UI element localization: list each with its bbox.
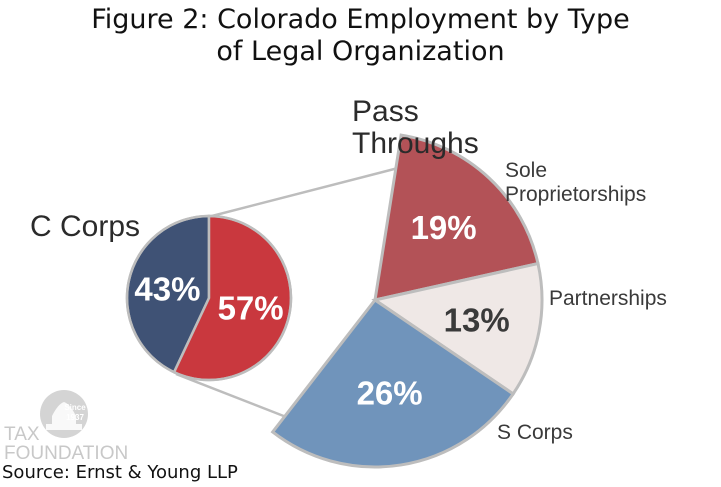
pass-throughs-value-label-2: 13%: [444, 301, 510, 338]
logo-since: Since: [64, 403, 86, 412]
pass-throughs-title: Pass Throughs: [352, 95, 479, 160]
connector-line-top: [207, 165, 403, 219]
logo-tax: TAX: [4, 424, 40, 445]
c-corps-outline: [125, 214, 293, 382]
pie-labels: Pass Throughs Sole Proprietorships Partnersh…: [352, 95, 667, 444]
c-corps-value-label-2: 57%: [218, 289, 284, 326]
c-corps-pie: 43% 57% C Corps: [30, 210, 293, 382]
c-corps-value-label-1: 43%: [134, 271, 200, 308]
pass-throughs-category-label-1: Sole Proprietorships: [505, 159, 646, 206]
logo-year: 1937: [66, 413, 84, 422]
pass-throughs-value-label-3: 26%: [357, 374, 423, 411]
pass-throughs-slice-1: [373, 133, 540, 302]
chart-title-line2: of Legal Organization: [216, 36, 505, 67]
tax-foundation-logo: Since 1937 TAX FOUNDATION: [4, 390, 128, 464]
pass-throughs-pie: 19% 13% 26%: [270, 133, 544, 469]
pass-throughs-category-label-3: S Corps: [497, 421, 573, 444]
logo-foundation: FOUNDATION: [4, 443, 128, 464]
pass-throughs-value-label-1: 19%: [411, 209, 477, 246]
pass-throughs-slice-3: [270, 297, 516, 469]
chart-title: Figure 2: Colorado Employment by Type of…: [0, 4, 721, 68]
pass-throughs-category-label-2: Partnerships: [549, 287, 667, 310]
c-corps-title: C Corps: [30, 210, 140, 243]
pass-throughs-slice-2: [371, 261, 544, 396]
chart-title-line1: Figure 2: Colorado Employment by Type: [91, 4, 630, 35]
capitol-icon: [46, 402, 82, 430]
source-note: Source: Ernst & Young LLP: [2, 462, 238, 483]
